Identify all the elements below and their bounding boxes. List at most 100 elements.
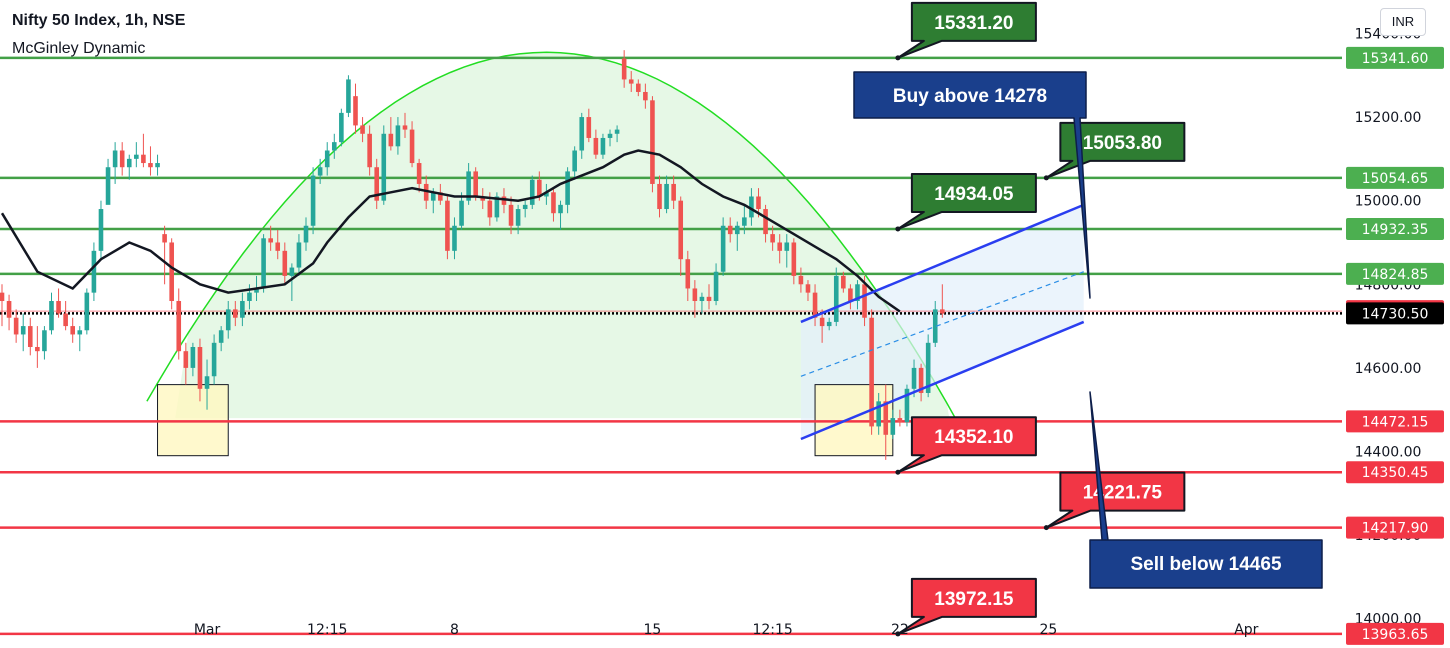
candle-body: [607, 133, 613, 138]
candle-body: [819, 317, 825, 327]
axis-label-text: 15054.65: [1362, 171, 1429, 187]
candle-body: [685, 259, 691, 289]
axis-label-3: 14932.35: [1346, 217, 1444, 240]
price-tag-text: 15053.80: [1083, 133, 1162, 154]
price-tag-text: 15331.20: [934, 13, 1013, 34]
axis-label-bg: [1346, 262, 1444, 285]
currency-button[interactable]: INR: [1380, 8, 1426, 36]
candle-body: [430, 192, 436, 201]
candle-body: [282, 250, 288, 276]
candle-body: [409, 129, 415, 164]
candle-body: [155, 163, 160, 168]
candle-body: [275, 242, 281, 251]
sell-callout-shape: [1089, 391, 1323, 589]
price-tag-anchor: [1043, 525, 1049, 531]
candles: [0, 50, 945, 460]
candle-body: [148, 163, 153, 168]
candle-body: [331, 142, 337, 151]
axis-label-7: 14472.15: [1346, 410, 1444, 433]
candle-body: [261, 238, 266, 289]
candle-body: [77, 330, 83, 335]
candle-body: [650, 100, 655, 184]
candle-body: [310, 175, 316, 226]
candle-body: [678, 200, 684, 260]
candle-body: [848, 288, 853, 302]
candle-body: [42, 330, 47, 352]
candle-body: [869, 317, 874, 427]
candle-body: [501, 196, 507, 205]
axis-label-4: 14824.85: [1346, 262, 1444, 285]
candle-body: [317, 167, 323, 176]
axis-label-text: 14824.85: [1362, 267, 1429, 283]
candle-body: [713, 271, 719, 302]
candle-body: [63, 313, 68, 327]
candle-body: [558, 204, 563, 214]
axis-label-text: 13963.65: [1362, 627, 1429, 643]
candle-body: [459, 200, 464, 226]
candle-body: [544, 192, 549, 197]
candle-body: [636, 83, 641, 92]
candle-body: [826, 321, 832, 327]
candle-body: [218, 330, 224, 343]
y-tick-4: 14600.00: [1355, 361, 1422, 377]
candle-body: [445, 200, 450, 251]
y-tick-7: 15200.00: [1355, 110, 1422, 126]
candle-body: [141, 154, 146, 164]
candle-body: [353, 96, 358, 126]
candle-body: [211, 342, 217, 377]
candle-body: [49, 301, 54, 331]
axis-label-6: 14730.50: [1346, 302, 1444, 325]
channel-lower: [800, 320, 1085, 441]
candle-body: [494, 196, 500, 218]
candle-body: [763, 209, 768, 235]
candle-body: [296, 242, 302, 268]
price-tag-text: 13972.15: [934, 589, 1014, 610]
candle-body: [614, 129, 620, 134]
candle-body: [119, 150, 125, 168]
candle-body: [784, 242, 790, 251]
candle-body: [126, 158, 132, 168]
candle-body: [841, 275, 846, 289]
price-tag-6: 13972.15: [895, 577, 1037, 637]
candle-body: [862, 284, 867, 318]
candle-body: [565, 171, 570, 205]
axis-label-10: 13963.65: [1346, 622, 1444, 645]
candle-body: [6, 301, 12, 318]
candle-body: [35, 346, 40, 352]
candle-body: [537, 179, 542, 197]
candle-body: [579, 117, 585, 151]
candle-body: [289, 267, 295, 276]
candle-body: [742, 217, 747, 226]
candle-body: [374, 167, 380, 201]
x-tick-5: 12:15: [752, 622, 792, 638]
x-tick-7: 25: [1039, 622, 1057, 638]
candle-body: [664, 183, 669, 210]
x-tick-2: 12:15: [307, 622, 347, 638]
price-tag-3: 14934.05: [895, 172, 1037, 232]
axis-label-bg: [1346, 217, 1444, 240]
x-tick-3: 8: [450, 622, 459, 638]
price-tag-anchor: [895, 469, 901, 475]
x-tick-8: Apr: [1234, 622, 1258, 638]
candle-body: [225, 309, 231, 331]
candle-body: [190, 346, 196, 368]
candle-body: [13, 317, 19, 335]
candle-body: [770, 234, 775, 243]
candle-body: [777, 242, 782, 251]
price-tag-anchor: [895, 631, 901, 637]
candle-body: [756, 196, 761, 210]
candle-body: [911, 367, 917, 389]
candle-body: [473, 171, 478, 197]
candle-body: [593, 137, 599, 155]
price-tag-anchor: [1043, 175, 1049, 181]
axis-label-bg: [1346, 410, 1444, 433]
candle-body: [699, 296, 705, 302]
axis-label-bg: [1346, 166, 1444, 189]
candle-body: [423, 183, 429, 201]
candle-body: [600, 137, 606, 155]
axis-label-text: 14472.15: [1362, 414, 1429, 430]
axis-label-text: 14350.45: [1362, 465, 1429, 481]
candle-body: [176, 301, 182, 352]
candle-body: [749, 196, 754, 218]
candle-body: [105, 167, 111, 205]
